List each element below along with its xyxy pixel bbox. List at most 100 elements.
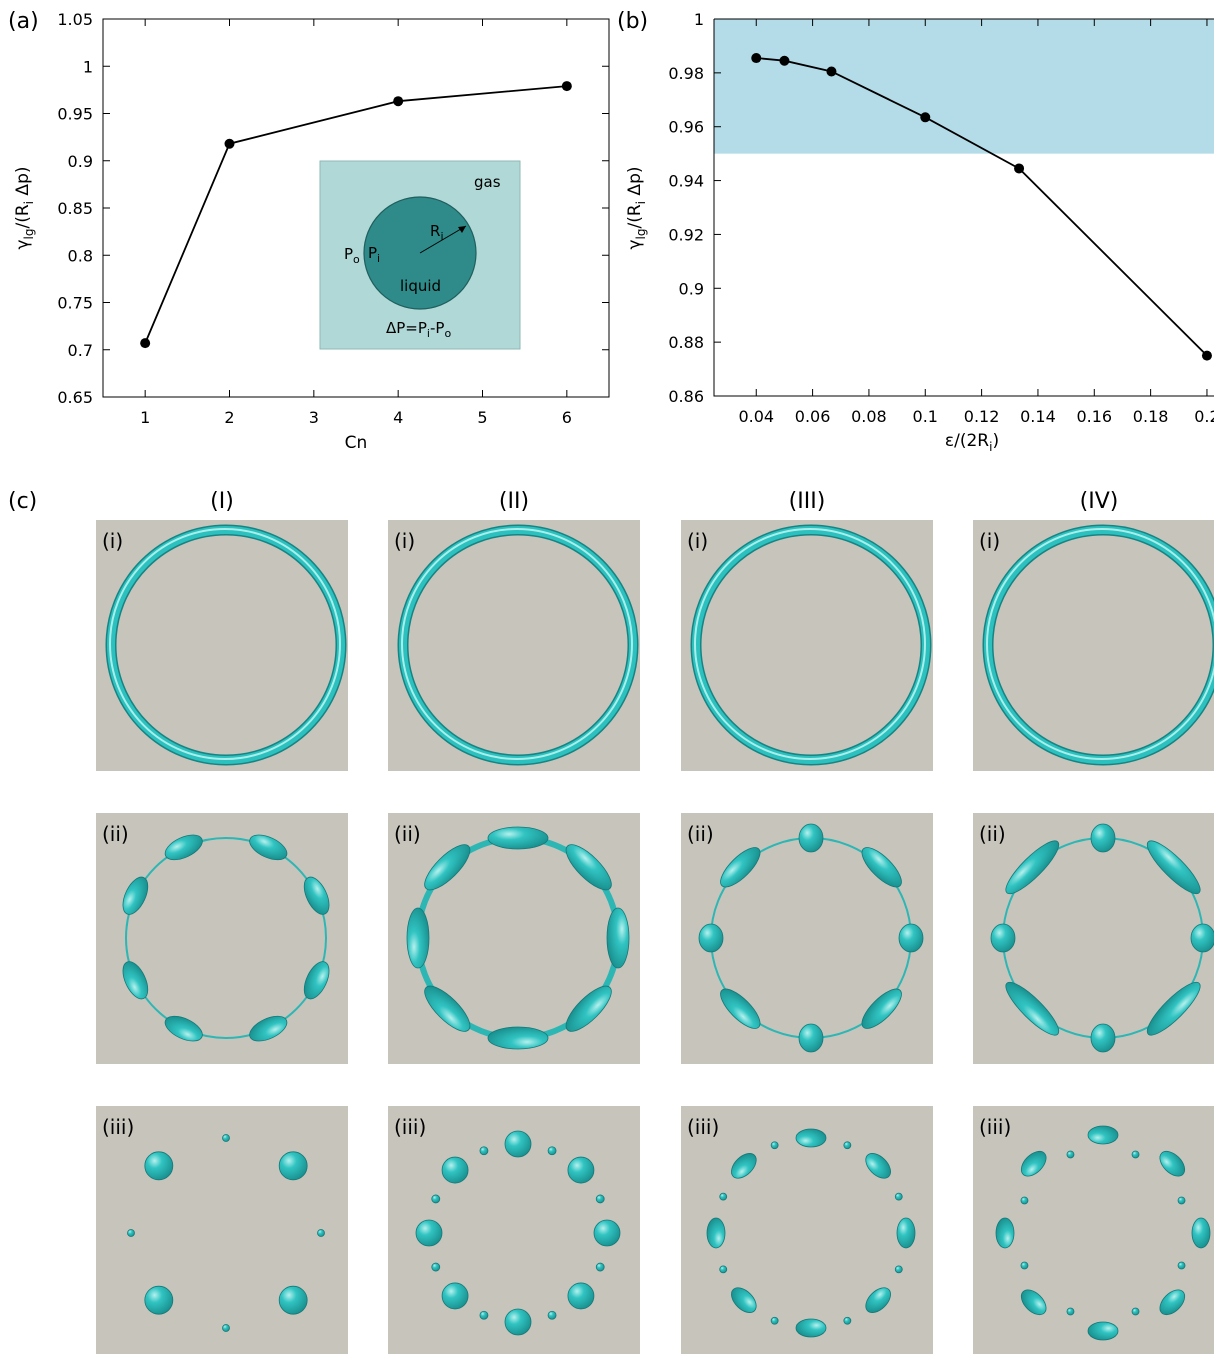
droplet bbox=[1020, 1261, 1029, 1270]
droplet bbox=[1177, 1261, 1186, 1270]
droplet bbox=[317, 1229, 325, 1237]
liquid-ring-highlight bbox=[109, 528, 341, 760]
plot-b-band bbox=[714, 19, 1214, 154]
plot-b-y-axis: 0.86 0.88 0.9 0.92 0.94 0.96 0.98 1 bbox=[668, 10, 721, 406]
droplet bbox=[303, 961, 330, 1000]
droplet bbox=[504, 1308, 532, 1336]
liquid-thread bbox=[125, 837, 327, 1039]
column-header-3: (III) bbox=[789, 489, 826, 514]
snapshot-row-label: (i) bbox=[687, 529, 708, 553]
column-header-1: (I) bbox=[210, 489, 234, 514]
droplet bbox=[843, 1316, 852, 1325]
snapshot-c4-r1: (i) bbox=[973, 520, 1214, 771]
droplet bbox=[861, 847, 902, 888]
droplet bbox=[424, 844, 471, 891]
y-tick-label: 0.98 bbox=[668, 64, 704, 83]
droplet bbox=[1087, 1125, 1119, 1145]
inset-radius-line bbox=[419, 225, 467, 254]
droplet bbox=[606, 907, 630, 969]
droplet bbox=[719, 1192, 728, 1201]
droplet bbox=[896, 1217, 916, 1249]
droplet bbox=[894, 1192, 903, 1201]
x-tick-label: 0.16 bbox=[1076, 407, 1112, 426]
droplet bbox=[1090, 823, 1116, 853]
y-tick-label: 0.92 bbox=[668, 225, 704, 244]
droplet bbox=[406, 907, 430, 969]
y-tick-label: 0.88 bbox=[668, 333, 704, 352]
inset-liquid-label: liquid bbox=[400, 277, 441, 295]
droplet bbox=[865, 1287, 891, 1313]
y-tick-label: 0.94 bbox=[668, 172, 704, 191]
droplet bbox=[1146, 840, 1201, 895]
droplet bbox=[843, 1141, 852, 1150]
x-tick-label: 2 bbox=[224, 408, 234, 427]
x-tick-label: 4 bbox=[393, 408, 403, 427]
droplet bbox=[547, 1146, 557, 1156]
droplet bbox=[487, 826, 549, 850]
inset-po-label: Po bbox=[344, 245, 360, 266]
droplet bbox=[706, 1217, 726, 1249]
y-tick-label: 0.7 bbox=[68, 341, 93, 360]
x-tick-label: 5 bbox=[477, 408, 487, 427]
x-tick-label: 0.12 bbox=[964, 407, 1000, 426]
y-tick-label: 0.96 bbox=[668, 118, 704, 137]
droplet bbox=[278, 1285, 308, 1315]
droplet bbox=[1191, 1217, 1211, 1249]
droplet bbox=[249, 1015, 288, 1042]
droplet bbox=[441, 1282, 469, 1310]
panel-a: (a) 0.65 0.7 0.75 0.8 0.85 0.9 0.95 1 1.05 1 2 3 4 5… bbox=[8, 9, 610, 453]
liquid-ring-highlight bbox=[986, 528, 1214, 760]
droplet bbox=[567, 1156, 595, 1184]
droplet bbox=[278, 1151, 308, 1181]
droplet bbox=[1087, 1321, 1119, 1341]
x-tick-label: 1 bbox=[140, 408, 150, 427]
droplet bbox=[1159, 1150, 1186, 1177]
snapshot-c2-r2: (ii) bbox=[388, 813, 640, 1064]
droplet bbox=[595, 1262, 605, 1272]
droplet bbox=[1177, 1196, 1186, 1205]
snapshot-row-label: (i) bbox=[102, 529, 123, 553]
droplet bbox=[1159, 1289, 1186, 1316]
y-tick-label: 0.9 bbox=[679, 279, 704, 298]
plot-b-series bbox=[751, 53, 1212, 361]
x-tick-label: 6 bbox=[562, 408, 572, 427]
data-point bbox=[1201, 350, 1212, 361]
droplet bbox=[731, 1153, 757, 1179]
droplet bbox=[441, 1156, 469, 1184]
droplet bbox=[1090, 1023, 1116, 1053]
snapshot-c4-r3: (iii) bbox=[973, 1106, 1214, 1354]
liquid-ring-highlight bbox=[694, 528, 926, 760]
droplet bbox=[567, 1282, 595, 1310]
plot-b-y-label: γlg/(Ri Δp) bbox=[625, 167, 648, 250]
droplet bbox=[144, 1151, 174, 1181]
x-tick-label: 3 bbox=[309, 408, 319, 427]
x-tick-label: 0.1 bbox=[913, 407, 938, 426]
snapshot-row-label: (ii) bbox=[687, 822, 714, 846]
droplet bbox=[1066, 1307, 1075, 1316]
data-point bbox=[393, 96, 404, 107]
droplet bbox=[415, 1219, 443, 1247]
data-point bbox=[779, 55, 790, 66]
snapshot-row-label: (iii) bbox=[394, 1115, 426, 1139]
droplet bbox=[865, 1153, 891, 1179]
snapshot-c1-r1: (i) bbox=[96, 520, 348, 771]
droplet bbox=[995, 1217, 1015, 1249]
droplet bbox=[424, 985, 471, 1032]
droplet bbox=[894, 1265, 903, 1274]
snapshot-c3-r2: (ii) bbox=[681, 813, 933, 1064]
snapshot-grid: (i) (ii) (iii) (i) (ii) (iii) (i) (ii) (iii) (i) (… bbox=[96, 520, 1214, 1354]
droplet bbox=[431, 1194, 441, 1204]
panel-b: (b) 0.860.880.90.920.940.960.981 0.04 0.0… bbox=[617, 9, 1214, 454]
y-tick-label: 0.86 bbox=[668, 387, 704, 406]
y-tick-label: 1 bbox=[83, 57, 93, 76]
column-header-4: (IV) bbox=[1080, 489, 1119, 514]
droplet bbox=[1020, 1289, 1047, 1316]
snapshot-c3-r3: (iii) bbox=[681, 1106, 933, 1354]
droplet bbox=[798, 823, 824, 853]
snapshot-row-label: (iii) bbox=[102, 1115, 134, 1139]
droplet bbox=[698, 923, 724, 953]
snapshot-background bbox=[96, 1106, 348, 1354]
series-line bbox=[144, 85, 567, 344]
droplet bbox=[547, 1310, 557, 1320]
